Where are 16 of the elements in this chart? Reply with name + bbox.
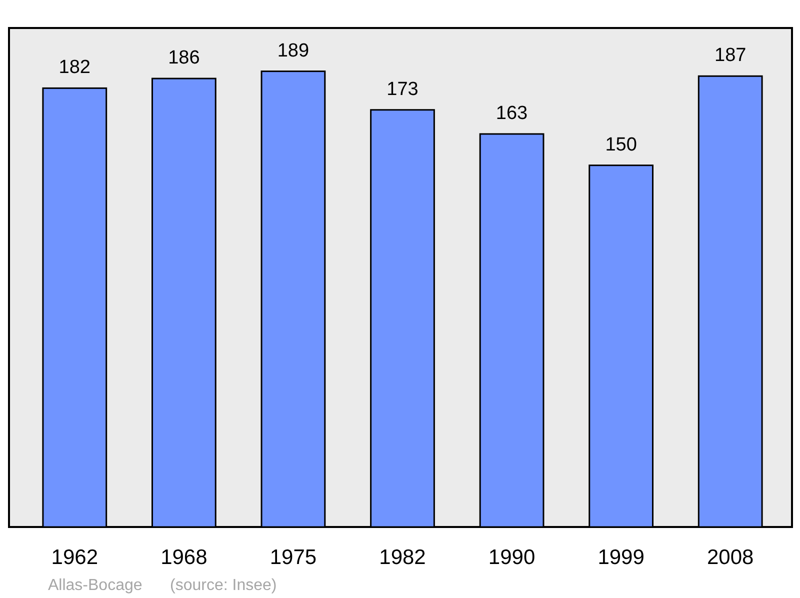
x-tick-label: 1999 xyxy=(598,546,644,569)
data-label: 182 xyxy=(58,57,90,78)
x-tick-label: 1982 xyxy=(379,546,426,569)
x-tick-label: 2008 xyxy=(707,546,754,569)
data-label: 150 xyxy=(605,134,637,156)
data-label: 173 xyxy=(386,78,418,100)
text: Allas-Bocage xyxy=(48,577,142,594)
x-tick-label: 1975 xyxy=(270,546,317,569)
x-tick-label: 1990 xyxy=(488,546,536,569)
data-label: 186 xyxy=(168,48,200,69)
data-label: 189 xyxy=(277,40,310,62)
data-label: 163 xyxy=(496,102,528,124)
x-tick-label: 1968 xyxy=(160,546,208,569)
data-label: 187 xyxy=(714,45,746,66)
x-tick-label: 1962 xyxy=(51,546,98,569)
text: (source: Insee) xyxy=(170,577,277,594)
